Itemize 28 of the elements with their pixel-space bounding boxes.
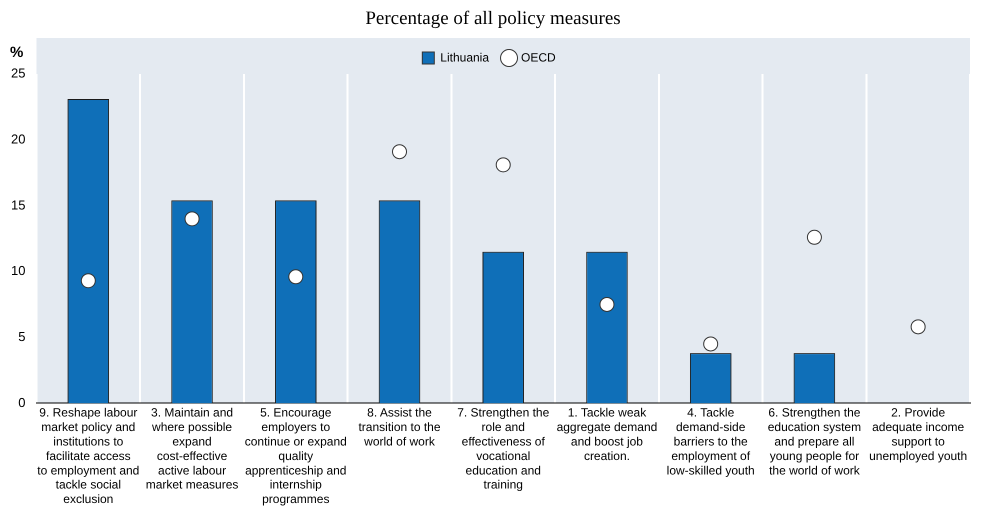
y-tick-label: 5 (18, 328, 26, 344)
point (288, 269, 304, 284)
point (496, 157, 511, 172)
y-tick-label: 25 (10, 66, 26, 81)
legend-label: Lithuania (440, 50, 490, 64)
point (910, 319, 926, 334)
x-tick-label: 1. Tackle weak aggregate demand and boost job creation. (556, 406, 658, 463)
x-tick-label: 2. Provide adequate income support to unemployed youth (869, 406, 968, 463)
x-tick-label: 9. Reshape labour market policy and institutions to facilitate access to employment and tackle social exclusion (37, 406, 140, 506)
point (599, 296, 614, 312)
point (806, 230, 822, 245)
chart-title: Percentage of all policy measures (364, 8, 622, 31)
legend-label: OECD (521, 50, 556, 64)
y-tick-label: 10 (10, 263, 26, 278)
point (392, 144, 408, 160)
y-tick-label: 0 (18, 394, 26, 410)
x-tick-label: 6. Strengthen the education system and prepare all young people for the world of work (768, 406, 862, 478)
point (703, 336, 718, 352)
x-tick-label: 4. Tackle demand-side barriers to the employment of low-skilled youth (666, 406, 755, 478)
x-tick-label: 3. Maintain and where possible expand cost-effective active labour market measures (146, 406, 238, 492)
y-tick-label: 15 (10, 197, 26, 212)
point (80, 273, 96, 288)
x-tick-label: 5. Encourage employers to continue or expand quality apprenticeship and internship programmes (244, 406, 347, 506)
y-axis-title: % (10, 44, 24, 61)
point (184, 211, 200, 226)
y-tick-label: 20 (10, 131, 26, 146)
x-tick-label: 8. Assist the transition to the world of work (358, 406, 441, 449)
x-tick-label: 7. Strengthen the role and effectiveness of vocational education and training (457, 406, 550, 492)
